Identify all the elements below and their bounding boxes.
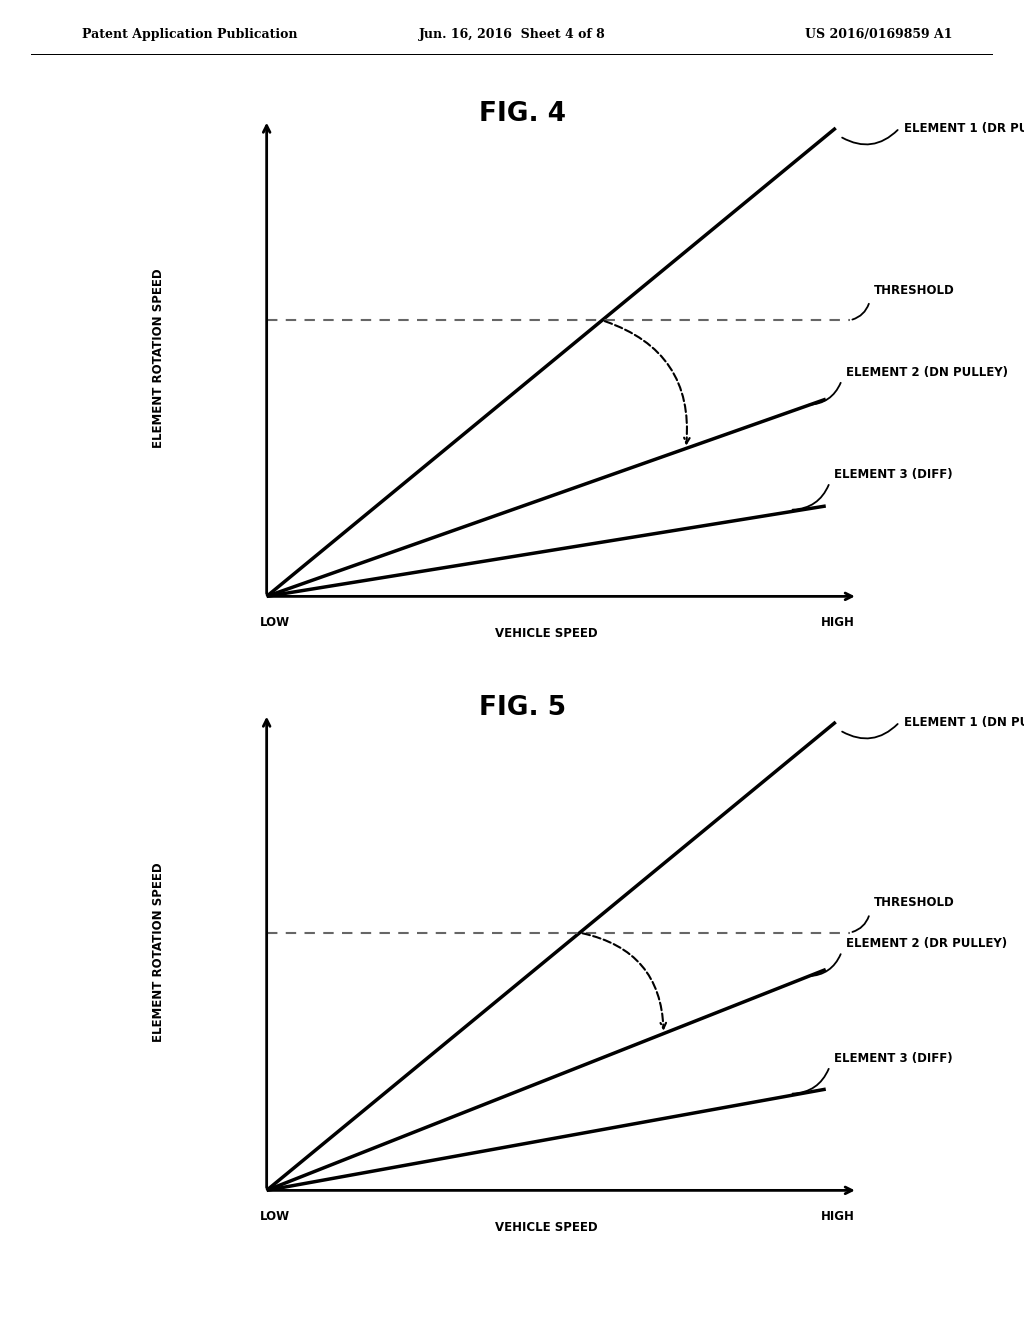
Text: HIGH: HIGH [821,1209,855,1222]
Text: ELEMENT ROTATION SPEED: ELEMENT ROTATION SPEED [153,862,165,1041]
Text: ELEMENT 1 (DR PULLEY): ELEMENT 1 (DR PULLEY) [903,121,1024,135]
Text: THRESHOLD: THRESHOLD [873,284,954,297]
Text: US 2016/0169859 A1: US 2016/0169859 A1 [805,28,952,41]
Text: ELEMENT 3 (DIFF): ELEMENT 3 (DIFF) [834,1052,952,1064]
Text: ELEMENT ROTATION SPEED: ELEMENT ROTATION SPEED [153,268,165,447]
Text: VEHICLE SPEED: VEHICLE SPEED [495,627,598,639]
Text: Jun. 16, 2016  Sheet 4 of 8: Jun. 16, 2016 Sheet 4 of 8 [419,28,605,41]
Text: THRESHOLD: THRESHOLD [873,896,954,909]
Text: HIGH: HIGH [821,615,855,628]
Text: LOW: LOW [259,1209,290,1222]
Text: VEHICLE SPEED: VEHICLE SPEED [495,1221,598,1233]
Text: ELEMENT 2 (DN PULLEY): ELEMENT 2 (DN PULLEY) [846,366,1008,379]
Text: FIG. 5: FIG. 5 [478,694,566,721]
Text: ELEMENT 3 (DIFF): ELEMENT 3 (DIFF) [834,467,952,480]
Text: Patent Application Publication: Patent Application Publication [82,28,297,41]
Text: FIG. 4: FIG. 4 [479,100,565,127]
Text: ELEMENT 1 (DN PULLEY): ELEMENT 1 (DN PULLEY) [903,715,1024,729]
Text: ELEMENT 2 (DR PULLEY): ELEMENT 2 (DR PULLEY) [846,937,1007,950]
Text: LOW: LOW [259,615,290,628]
